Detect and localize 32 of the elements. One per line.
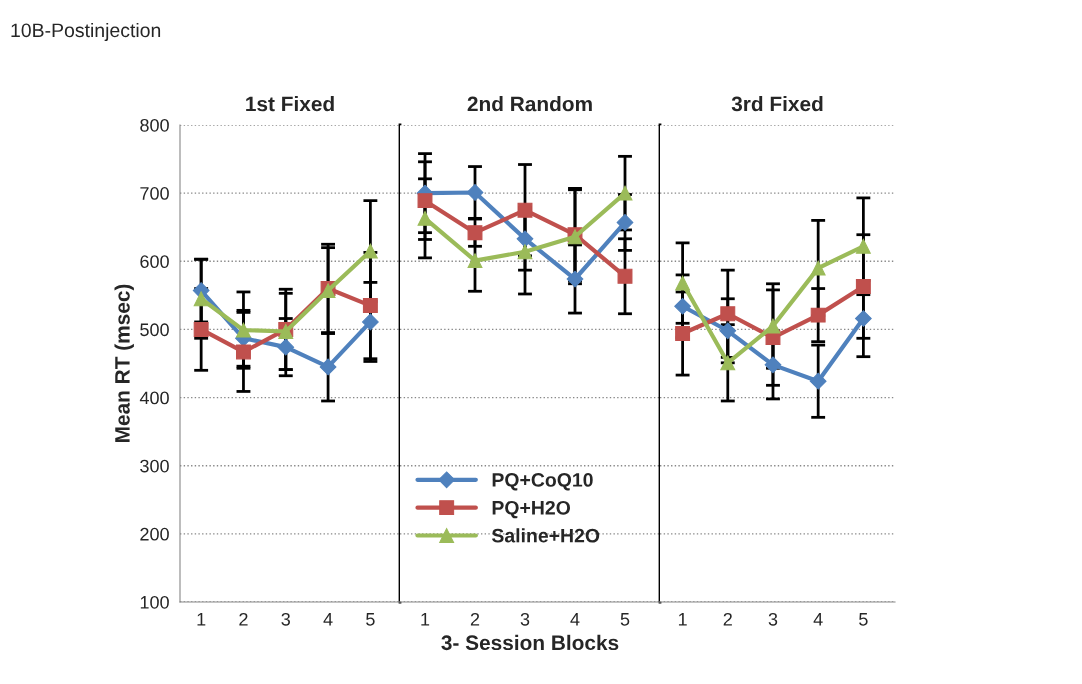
y-tick-label: 400 (139, 391, 169, 405)
y-tick-label: 300 (140, 459, 169, 473)
y-tick-label: 500 (140, 323, 169, 337)
x-tick-label: 4 (570, 613, 580, 626)
x-axis-title: 3- Session Blocks (441, 634, 619, 651)
chart-title: 1st Fixed (246, 96, 334, 112)
x-tick-label: 3 (281, 612, 290, 626)
y-tick-label: 800 (140, 118, 169, 132)
x-tick-label: 3 (768, 612, 778, 626)
legend-label: Saline+H2O (491, 528, 600, 543)
y-tick-label: 600 (140, 255, 169, 269)
x-tick-label: 2 (470, 612, 480, 626)
x-tick-label: 1 (678, 613, 687, 626)
chart-title: 2nd Random (467, 96, 592, 112)
x-tick-label: 1 (421, 613, 430, 626)
y-axis-title: Mean RT (msec) (114, 284, 134, 442)
x-tick-label: 5 (366, 613, 375, 626)
x-tick-label: 5 (859, 613, 868, 626)
y-tick-label: 200 (140, 527, 169, 541)
x-tick-label: 5 (620, 613, 630, 626)
x-tick-label: 3 (520, 612, 530, 626)
x-tick-label: 1 (197, 613, 206, 626)
x-tick-label: 2 (723, 612, 732, 626)
y-tick-label: 100 (140, 595, 169, 609)
legend-label: PQ+H2O (492, 500, 570, 519)
legend-label: PQ+CoQ10 (492, 473, 593, 491)
chart-title: 3rd Fixed (731, 96, 823, 112)
x-tick-label: 2 (239, 612, 248, 626)
text: 10B-Postinjection (11, 22, 161, 42)
x-tick-label: 4 (813, 613, 823, 626)
x-tick-label: 4 (323, 613, 333, 626)
y-tick-label: 700 (140, 187, 169, 200)
